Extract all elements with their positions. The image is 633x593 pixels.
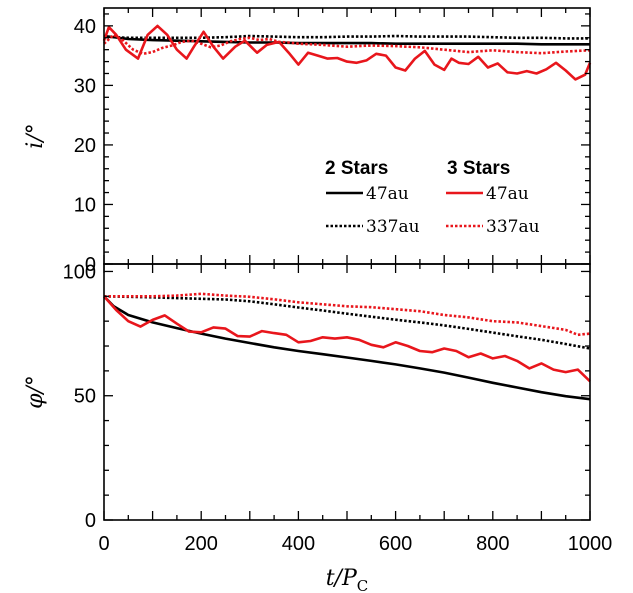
- top-y-tick-label: 10: [74, 194, 96, 216]
- legend-group-2-stars: 2 Stars: [325, 158, 388, 179]
- x-tick-label: 1000: [568, 533, 613, 555]
- top-y-tick-label: 40: [74, 16, 96, 38]
- bottom-y-axis-title: φ/°: [23, 375, 48, 409]
- top-y-tick-label: 0: [85, 254, 96, 276]
- bottom-y-tick-label: 50: [74, 386, 96, 408]
- bottom-series-3-stars-47au: [103, 295, 591, 383]
- top-series-2-stars-337au: [103, 34, 590, 40]
- x-axis-title: t/PC: [326, 566, 369, 593]
- x-tick-label: 200: [185, 533, 218, 555]
- bottom-ticks-group: 0 200 400 600 800 1000 0 50 100: [63, 261, 613, 555]
- top-series-3-stars-47au: [102, 24, 592, 81]
- bottom-y-tick-label: 0: [85, 510, 96, 532]
- x-tick-label: 400: [282, 533, 315, 555]
- top-panel: 0 10 20 30 40 i/° 2 Stars 3 Stars 47au 47au …: [23, 7, 592, 276]
- legend-label-3-stars-47au: 47au: [486, 184, 529, 204]
- x-tick-label: 0: [98, 533, 109, 555]
- legend: 2 Stars 3 Stars 47au 47au 337au 337au: [325, 158, 540, 237]
- bottom-panel: 0 200 400 600 800 1000 0 50 100 φ/° t/PC: [23, 261, 612, 593]
- bottom-y-tick-label: 100: [63, 261, 96, 283]
- top-y-tick-label: 20: [74, 135, 96, 157]
- legend-label-3-stars-337au: 337au: [486, 217, 540, 237]
- top-series-2-stars-47au: [103, 34, 590, 46]
- legend-label-2-stars-47au: 47au: [366, 184, 409, 204]
- top-y-axis-title: i/°: [23, 123, 48, 148]
- bottom-series-2-stars-47au: [103, 295, 591, 401]
- bottom-series-2-stars-337au: [103, 295, 591, 350]
- legend-group-3-stars: 3 Stars: [447, 158, 510, 179]
- x-tick-label: 800: [476, 533, 509, 555]
- bottom-series-group: [103, 292, 591, 401]
- x-tick-label: 600: [379, 533, 412, 555]
- legend-label-2-stars-337au: 337au: [366, 217, 420, 237]
- top-y-tick-label: 30: [74, 75, 96, 97]
- top-ticks-group: 0 10 20 30 40: [74, 8, 591, 276]
- bottom-plot-frame: [103, 263, 591, 521]
- top-series-group: [102, 24, 592, 81]
